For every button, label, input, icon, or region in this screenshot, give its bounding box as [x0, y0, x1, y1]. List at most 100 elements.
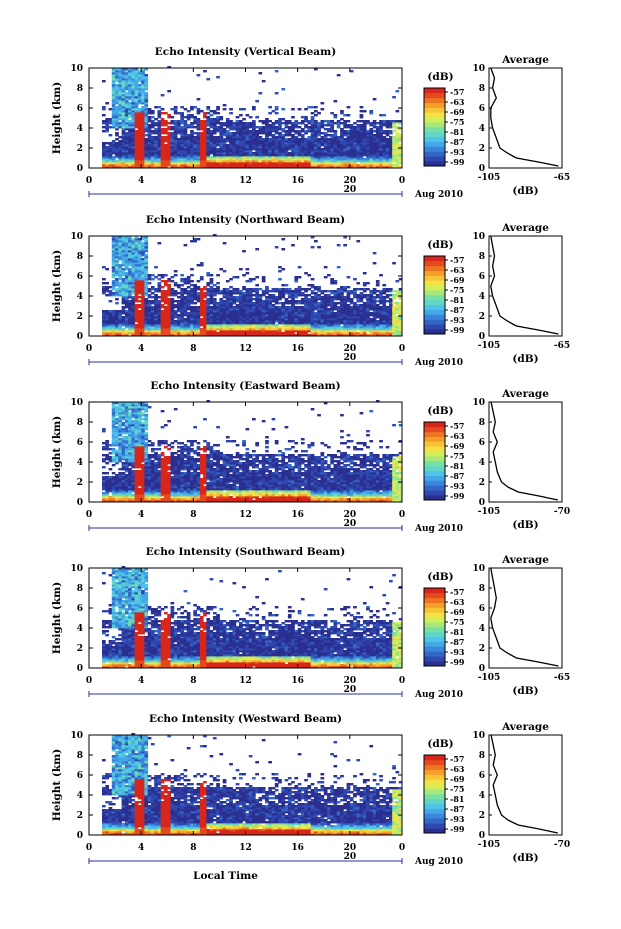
heatmap-cell	[197, 264, 201, 266]
heatmap-cell	[304, 130, 308, 132]
heatmap-cell	[148, 282, 152, 284]
heatmap-cell	[223, 122, 227, 124]
heatmap-cell	[294, 130, 298, 132]
heatmap-cell	[278, 302, 282, 304]
heatmap-cell	[281, 122, 285, 124]
heatmap-cell	[206, 106, 210, 108]
heatmap-cell	[363, 158, 367, 160]
heatmap-cell	[216, 126, 220, 128]
heatmap-cell	[161, 136, 165, 138]
heatmap-cell	[321, 132, 325, 134]
heatmap-cell	[334, 280, 338, 282]
heatmap-cell	[171, 120, 175, 122]
avg-x-axis-label: (dB)	[512, 185, 538, 197]
day-label: 20	[344, 185, 357, 195]
heatmap-cell	[373, 98, 377, 100]
heatmap-cell	[161, 108, 165, 110]
heatmap-cell	[340, 122, 344, 124]
heatmap-cell	[206, 128, 210, 130]
heatmap-cell	[360, 110, 364, 112]
heatmap-cell	[281, 288, 285, 290]
heatmap-cell	[115, 132, 119, 134]
heatmap-cell	[360, 106, 364, 108]
heatmap-cell	[298, 300, 302, 302]
heatmap-cell	[102, 142, 106, 144]
average-title: Average	[501, 54, 549, 66]
heatmap-cell	[298, 122, 302, 124]
heatmap-cell	[197, 280, 201, 282]
heatmap-cell	[242, 292, 246, 294]
heatmap-cell	[190, 280, 194, 282]
heatmap-cell	[164, 274, 168, 276]
heatmap-cell	[262, 138, 266, 140]
heatmap-cell	[197, 74, 201, 76]
heatmap-cell	[164, 120, 168, 122]
heatmap-cell	[330, 278, 334, 280]
heatmap-cell	[307, 120, 311, 122]
heatmap-cell	[366, 288, 370, 290]
heatmap-cell	[366, 294, 370, 296]
colorbar-tick-label: -99	[450, 157, 465, 167]
heatmap-cell	[343, 296, 347, 298]
heatmap-cell	[373, 120, 377, 122]
heatmap-cell	[396, 120, 400, 122]
heatmap-cell	[229, 108, 233, 110]
heatmap-cell	[334, 122, 338, 124]
heatmap-cell	[363, 272, 367, 274]
heatmap-cell	[275, 296, 279, 298]
heatmap-cell	[102, 286, 106, 288]
heatmap-cell	[379, 274, 383, 276]
heatmap-cell	[187, 276, 191, 278]
heatmap-cell	[109, 286, 113, 288]
heatmap-cell	[275, 324, 279, 326]
heatmap-cell	[347, 120, 351, 122]
heatmap-cell	[334, 100, 338, 102]
heatmap-cell	[171, 276, 175, 278]
heatmap-cell	[249, 122, 253, 124]
heatmap-cell	[187, 290, 191, 292]
heatmap-cell	[171, 108, 175, 110]
heatmap-cell	[158, 278, 162, 280]
heatmap-cell	[334, 302, 338, 304]
heatmap-cell	[327, 290, 331, 292]
heatmap-cell	[174, 300, 178, 302]
heatmap-cell	[219, 116, 223, 118]
heatmap-cell	[125, 92, 129, 94]
heatmap-cell	[334, 312, 338, 314]
heatmap-cell	[161, 112, 165, 114]
heatmap-cell	[321, 290, 325, 292]
heatmap-cell	[167, 278, 171, 280]
heatmap-cell	[102, 282, 106, 284]
colorbar-segment	[424, 137, 445, 142]
heatmap-cell	[291, 108, 295, 110]
heatmap-cell	[353, 122, 357, 124]
heatmap-cell	[115, 298, 119, 300]
heatmap-cell	[392, 302, 396, 304]
heatmap-cell	[396, 90, 400, 92]
heatmap-cell	[272, 304, 276, 306]
heatmap-cell	[301, 134, 305, 136]
heatmap-cell	[125, 310, 129, 312]
heatmap-cell	[376, 304, 380, 306]
heatmap-cell	[281, 248, 285, 250]
heatmap-cell	[141, 258, 145, 260]
average-profile-line	[491, 68, 559, 166]
heatmap-cell	[151, 286, 155, 288]
heatmap-cell	[379, 290, 383, 292]
heatmap-cell	[376, 320, 380, 322]
heatmap-cell	[118, 264, 122, 266]
heatmap-cell	[392, 136, 396, 138]
heatmap-cell	[360, 120, 364, 122]
heatmap-cell	[317, 294, 321, 296]
heatmap-cell	[396, 110, 400, 112]
heatmap-cell	[213, 288, 217, 290]
heatmap-cell	[177, 112, 181, 114]
average-frame	[489, 68, 562, 168]
heatmap-cell	[343, 138, 347, 140]
heatmap-cell	[275, 306, 279, 308]
y-tick-label: 8	[77, 252, 83, 262]
heatmap-cell	[379, 114, 383, 116]
heatmap-cell	[105, 142, 109, 144]
heatmap-cell	[334, 114, 338, 116]
heatmap-cell	[379, 120, 383, 122]
